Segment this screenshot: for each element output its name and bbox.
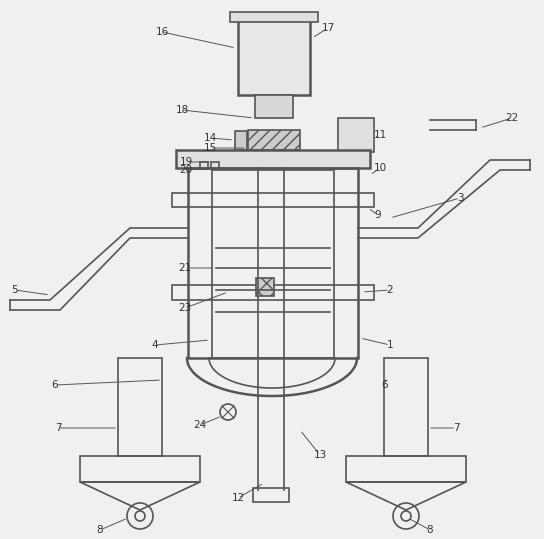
Text: 2: 2 (387, 285, 393, 295)
Text: 22: 22 (505, 113, 518, 123)
Text: 20: 20 (180, 165, 193, 175)
Bar (253, 488, 289, 502)
Bar (384, 358, 428, 456)
Text: 21: 21 (178, 263, 191, 273)
Text: 12: 12 (231, 493, 245, 503)
Text: 3: 3 (456, 193, 463, 203)
Bar (235, 131, 247, 150)
Text: 4: 4 (152, 340, 158, 350)
Text: 15: 15 (203, 143, 217, 153)
Text: 11: 11 (373, 130, 387, 140)
Text: 8: 8 (426, 525, 434, 535)
Bar (256, 278, 274, 296)
Bar (172, 285, 374, 300)
Text: 6: 6 (52, 380, 58, 390)
Bar (200, 162, 208, 169)
Bar (230, 12, 318, 22)
Bar (212, 170, 334, 358)
Text: 24: 24 (193, 420, 207, 430)
Bar (188, 168, 358, 358)
Text: 17: 17 (322, 23, 335, 33)
Text: 23: 23 (178, 303, 191, 313)
Bar (172, 193, 374, 207)
Text: 13: 13 (313, 450, 326, 460)
Bar (176, 150, 370, 168)
Text: 18: 18 (175, 105, 189, 115)
Text: 14: 14 (203, 133, 217, 143)
Text: 7: 7 (55, 423, 61, 433)
Text: 6: 6 (382, 380, 388, 390)
Bar (118, 358, 162, 456)
Bar (238, 20, 310, 95)
Text: 9: 9 (375, 210, 381, 220)
Text: 8: 8 (97, 525, 103, 535)
Bar (248, 130, 300, 150)
Text: 10: 10 (373, 163, 387, 173)
Bar (338, 118, 374, 152)
Text: 16: 16 (156, 27, 169, 37)
Bar (255, 95, 293, 118)
Text: 1: 1 (387, 340, 393, 350)
Text: 7: 7 (453, 423, 459, 433)
Bar (80, 456, 200, 482)
Text: 5: 5 (11, 285, 18, 295)
Bar (211, 162, 219, 169)
Text: 19: 19 (180, 157, 193, 167)
Bar (346, 456, 466, 482)
